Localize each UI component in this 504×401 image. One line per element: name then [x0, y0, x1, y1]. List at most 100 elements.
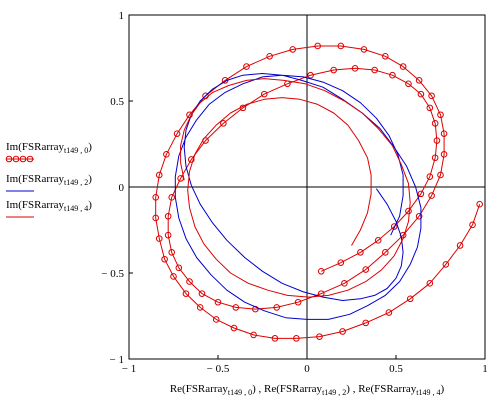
x-label-subscript: t149 , 2	[322, 388, 346, 397]
legend-swatch-marker	[19, 155, 27, 163]
data-point-marker	[362, 319, 370, 327]
data-point-marker	[175, 264, 183, 272]
y-tick-label: 0.5	[110, 96, 124, 108]
data-point-marker	[417, 190, 425, 198]
legend-label-close: )	[88, 173, 92, 185]
data-point-marker	[426, 280, 434, 287]
data-point-marker	[341, 280, 348, 287]
data-point-marker	[433, 137, 441, 144]
data-point-marker	[164, 231, 172, 239]
x-tick-label: − 1	[122, 363, 136, 375]
data-point-marker	[431, 120, 439, 127]
data-point-marker	[243, 63, 250, 70]
x-label-close: )	[441, 383, 445, 395]
y-tick-label: 1	[119, 10, 125, 22]
x-tick-label: 0	[304, 363, 310, 375]
data-point-marker	[456, 242, 464, 249]
data-point-marker	[196, 304, 204, 311]
legend-item: Im(FSRarrayt149 , 2)	[6, 173, 92, 192]
legend-label-subscript: t149 , 2	[64, 178, 88, 187]
x-axis-label-text: Re(FSRarrayt149 , 0) , Re(FSRarrayt149 ,…	[170, 383, 445, 397]
axes	[128, 14, 486, 360]
legend-swatch-marker	[12, 155, 20, 163]
data-point-marker	[371, 66, 378, 74]
x-label-separator: ,	[256, 383, 264, 395]
legend-label-subscript: t149 , 0	[64, 146, 88, 155]
x-label-base: Re(FSRarray	[170, 383, 229, 395]
data-point-marker	[271, 335, 279, 342]
legend-item: Im(FSRarrayt149 , 4)	[6, 199, 92, 218]
data-point-marker	[374, 237, 382, 244]
y-tick-label: 0	[119, 182, 125, 194]
legend-label: Im(FSRarrayt149 , 4)	[6, 199, 92, 213]
series-line	[155, 45, 481, 339]
data-point-marker	[360, 46, 368, 53]
data-point-marker	[339, 328, 346, 335]
data-point-marker	[152, 214, 159, 222]
data-point-marker	[382, 249, 389, 256]
series-line	[174, 73, 422, 320]
data-point-marker	[317, 267, 325, 275]
data-point-marker	[417, 90, 425, 98]
data-point-marker	[173, 130, 181, 137]
data-point-marker	[230, 324, 238, 332]
data-point-marker	[437, 171, 444, 179]
data-point-marker	[415, 77, 423, 84]
data-point-marker	[442, 261, 450, 268]
data-point-marker	[428, 92, 435, 100]
legend-label-close: )	[88, 199, 92, 211]
data-point-marker	[440, 151, 448, 158]
data-point-marker	[163, 151, 170, 158]
data-point-marker	[399, 63, 407, 70]
data-point-marker	[316, 333, 323, 340]
legend-swatch-marker	[5, 155, 13, 163]
data-point-marker	[212, 316, 220, 323]
legend-label-base: Im(FSRarray	[6, 141, 65, 153]
data-point-marker	[415, 212, 423, 220]
data-point-marker	[164, 212, 172, 220]
legend-label-base: Im(FSRarray	[6, 199, 65, 211]
data-point-marker	[437, 111, 444, 119]
data-point-marker	[198, 290, 206, 297]
data-point-marker	[252, 305, 259, 313]
data-point-marker	[188, 156, 195, 163]
data-point-marker	[266, 52, 273, 60]
data-point-marker	[182, 290, 190, 297]
series-0	[152, 42, 483, 342]
data-point-marker	[314, 42, 321, 50]
data-point-marker	[469, 221, 476, 229]
data-point-marker	[294, 298, 302, 306]
x-label-base: Re(FSRarray	[358, 383, 417, 395]
data-point-marker	[440, 130, 448, 137]
legend-swatch-marker	[26, 155, 34, 163]
data-point-marker	[405, 207, 412, 215]
x-label-subscript: t149 , 0	[228, 388, 252, 397]
data-point-marker	[232, 304, 240, 311]
legend-label-close: )	[88, 141, 92, 153]
legend: Im(FSRarrayt149 , 0)Im(FSRarrayt149 , 2)…	[5, 141, 92, 218]
data-point-marker	[426, 173, 434, 180]
data-point-marker	[362, 266, 370, 273]
data-point-marker	[220, 120, 227, 127]
data-point-marker	[390, 223, 398, 230]
tick-labels: − 1 − 0.5 0 0.5 1 1 0.5 0 − 0.5 − 1	[101, 10, 487, 375]
series-line	[180, 78, 411, 298]
x-tick-label: 0.5	[389, 363, 403, 375]
data-point-marker	[293, 335, 300, 342]
data-point-marker	[382, 52, 389, 60]
data-point-marker	[155, 171, 163, 179]
data-point-marker	[250, 331, 257, 339]
x-label-subscript: t149 , 4	[416, 388, 440, 397]
data-point-marker	[170, 273, 177, 280]
data-point-marker	[405, 80, 412, 88]
legend-label: Im(FSRarrayt149 , 2)	[6, 173, 92, 187]
data-point-marker	[307, 71, 314, 79]
data-point-marker	[260, 90, 268, 98]
x-label-close: )	[346, 383, 350, 395]
data-point-marker	[155, 235, 163, 242]
y-tick-label: − 1	[110, 354, 124, 366]
data-point-marker	[357, 249, 364, 256]
data-point-marker	[186, 278, 193, 285]
data-point-marker	[337, 259, 345, 266]
